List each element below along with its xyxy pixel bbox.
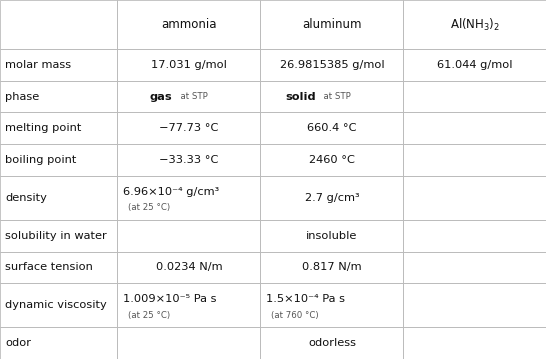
Bar (260, 81, 403, 112)
Bar (403, 144, 546, 176)
Bar (260, 49, 403, 81)
Text: 1.009×10⁻⁵ Pa s: 1.009×10⁻⁵ Pa s (123, 294, 216, 304)
Text: phase: phase (5, 92, 40, 102)
Bar (117, 112, 260, 144)
Text: 2.7 g/cm³: 2.7 g/cm³ (305, 193, 359, 203)
Bar (260, 252, 403, 283)
Text: 17.031 g/mol: 17.031 g/mol (151, 60, 227, 70)
Text: insoluble: insoluble (306, 231, 358, 241)
Text: melting point: melting point (5, 123, 82, 133)
Bar (403, 252, 546, 283)
Bar (117, 252, 260, 283)
Bar (117, 176, 260, 220)
Bar (403, 112, 546, 144)
Text: −33.33 °C: −33.33 °C (159, 155, 218, 165)
Bar (403, 176, 546, 220)
Bar (117, 81, 260, 112)
Bar (117, 283, 260, 327)
Text: Al(NH$_3)_2$: Al(NH$_3)_2$ (450, 17, 500, 33)
Bar (403, 81, 546, 112)
Text: 1.5×10⁻⁴ Pa s: 1.5×10⁻⁴ Pa s (266, 294, 345, 304)
Text: 26.9815385 g/mol: 26.9815385 g/mol (280, 60, 384, 70)
Bar (0, 252, 117, 283)
Bar (117, 144, 260, 176)
Text: 0.817 N/m: 0.817 N/m (302, 262, 362, 272)
Text: odor: odor (5, 338, 32, 348)
Text: gas: gas (150, 92, 173, 102)
Text: 6.96×10⁻⁴ g/cm³: 6.96×10⁻⁴ g/cm³ (123, 187, 219, 197)
Text: aluminum: aluminum (302, 18, 361, 31)
Bar (260, 220, 403, 252)
Text: −77.73 °C: −77.73 °C (159, 123, 218, 133)
Text: (at 760 °C): (at 760 °C) (271, 311, 319, 320)
Bar (403, 0, 546, 49)
Bar (403, 49, 546, 81)
Text: ammonia: ammonia (161, 18, 217, 31)
Bar (0, 283, 117, 327)
Bar (403, 327, 546, 359)
Bar (403, 283, 546, 327)
Text: boiling point: boiling point (5, 155, 77, 165)
Bar (260, 0, 403, 49)
Bar (260, 283, 403, 327)
Text: solubility in water: solubility in water (5, 231, 107, 241)
Text: dynamic viscosity: dynamic viscosity (5, 300, 107, 310)
Text: 660.4 °C: 660.4 °C (307, 123, 357, 133)
Text: surface tension: surface tension (5, 262, 93, 272)
Bar (117, 327, 260, 359)
Bar (260, 176, 403, 220)
Text: 61.044 g/mol: 61.044 g/mol (437, 60, 513, 70)
Bar (260, 144, 403, 176)
Bar (117, 49, 260, 81)
Bar (117, 220, 260, 252)
Text: density: density (5, 193, 48, 203)
Text: at STP: at STP (175, 92, 208, 101)
Text: odorless: odorless (308, 338, 356, 348)
Bar (0, 144, 117, 176)
Bar (403, 220, 546, 252)
Text: solid: solid (285, 92, 316, 102)
Bar (0, 112, 117, 144)
Text: 0.0234 N/m: 0.0234 N/m (156, 262, 222, 272)
Bar (0, 49, 117, 81)
Bar (0, 81, 117, 112)
Bar (0, 0, 117, 49)
Bar (0, 327, 117, 359)
Text: molar mass: molar mass (5, 60, 72, 70)
Bar (260, 112, 403, 144)
Text: at STP: at STP (318, 92, 351, 101)
Bar (260, 327, 403, 359)
Bar (0, 220, 117, 252)
Text: (at 25 °C): (at 25 °C) (128, 203, 170, 212)
Text: 2460 °C: 2460 °C (309, 155, 355, 165)
Text: (at 25 °C): (at 25 °C) (128, 311, 170, 320)
Bar (0, 176, 117, 220)
Bar (117, 0, 260, 49)
